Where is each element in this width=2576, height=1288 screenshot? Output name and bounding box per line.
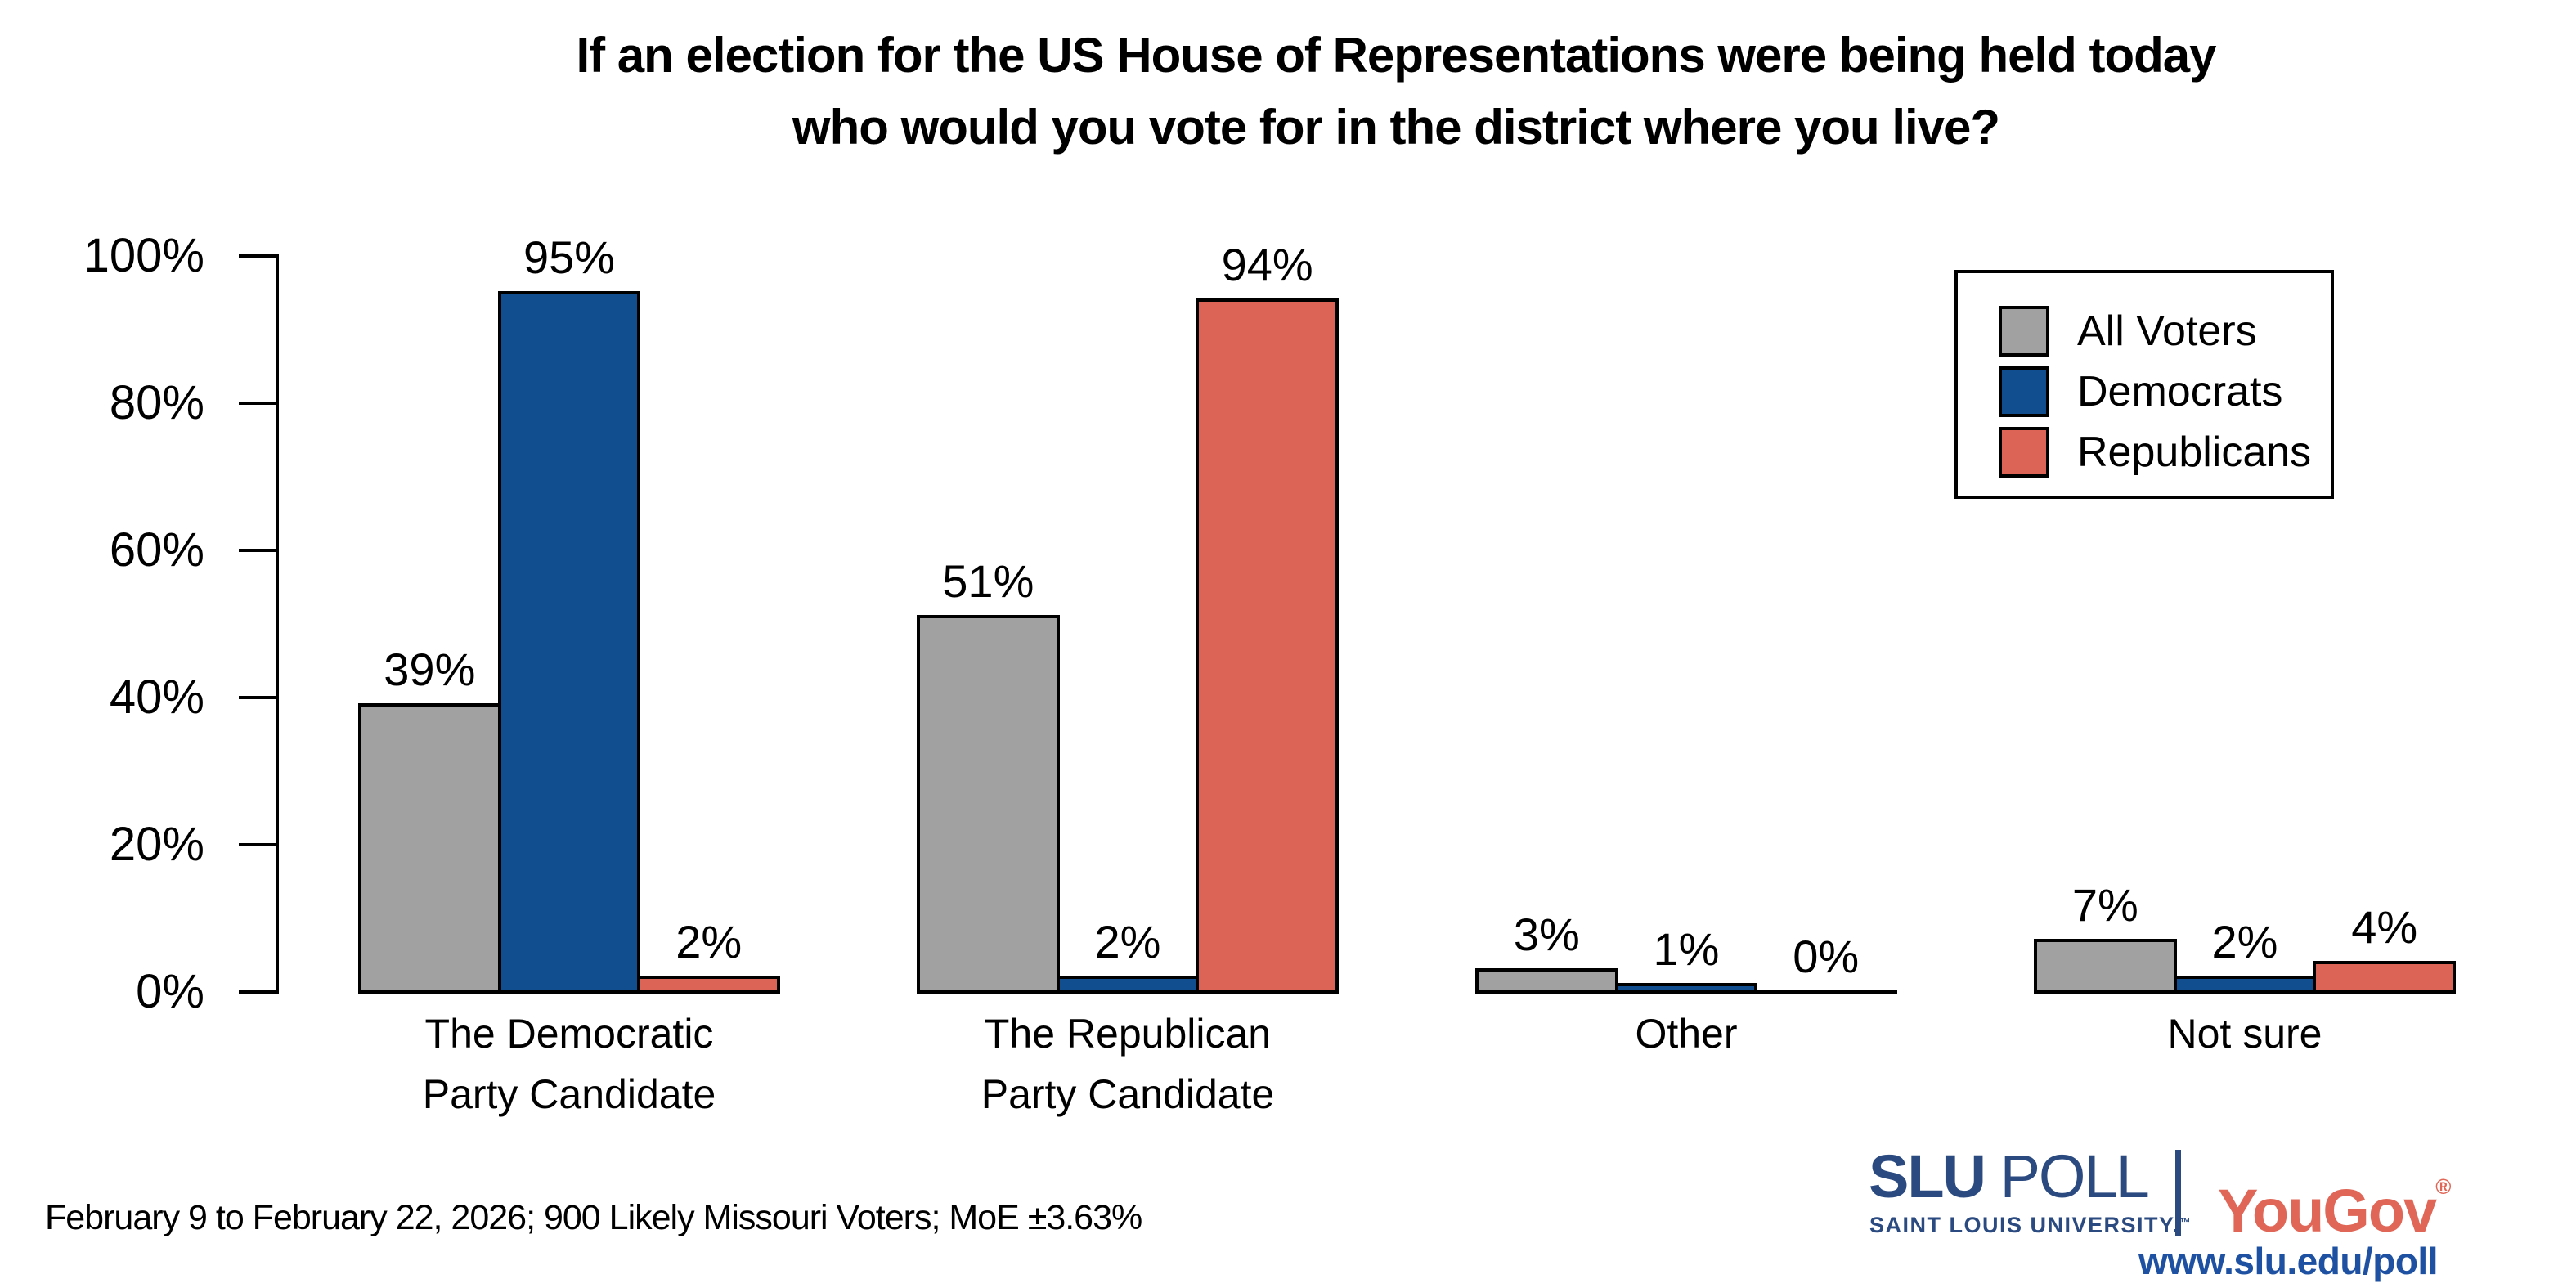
y-tick-label: 60% xyxy=(109,523,204,577)
slu-poll-url: www.slu.edu/poll xyxy=(2138,1240,2438,1282)
value-label: 3% xyxy=(1513,909,1580,960)
value-label: 2% xyxy=(2211,916,2278,967)
bar-republicans-0 xyxy=(637,976,780,994)
saint-louis-university-text: SAINT LOUIS UNIVERSITY. xyxy=(1869,1213,2180,1237)
legend-swatch-democrats xyxy=(1999,366,2049,417)
bar-all-voters-0 xyxy=(358,703,501,994)
y-tick-label: 80% xyxy=(109,376,204,429)
yougov-text: YouGov xyxy=(2218,1177,2437,1245)
bar-all-voters-2 xyxy=(1475,968,1618,994)
value-label: 2% xyxy=(675,916,743,967)
y-tick xyxy=(239,990,276,994)
bar-all-voters-3 xyxy=(2034,939,2177,994)
saint-louis-university-label: SAINT LOUIS UNIVERSITY.™ xyxy=(1869,1210,2191,1237)
bar-democrats-3 xyxy=(2173,976,2317,994)
value-label: 95% xyxy=(523,231,616,283)
legend: All Voters Democrats Republicans xyxy=(1954,270,2334,499)
chart-title: If an election for the US House of Repre… xyxy=(333,20,2459,164)
y-tick-label: 20% xyxy=(109,818,204,871)
y-tick-label: 40% xyxy=(109,671,204,724)
category-label: The Republican Party Candidate xyxy=(981,1011,1275,1117)
value-label: 7% xyxy=(2071,879,2138,931)
y-tick xyxy=(239,254,276,258)
y-tick xyxy=(239,696,276,699)
legend-label-republicans: Republicans xyxy=(2077,429,2312,476)
y-tick xyxy=(239,549,276,552)
chart-title-line1: If an election for the US House of Repre… xyxy=(576,28,2216,83)
y-tick-label: 0% xyxy=(136,965,204,1018)
slu-poll-logo: SLU POLL xyxy=(1869,1147,2150,1207)
poll-logo-text: POLL xyxy=(1999,1142,2150,1210)
bar-republicans-1 xyxy=(1196,298,1339,994)
category-label: Other xyxy=(1635,1011,1738,1057)
bar-democrats-1 xyxy=(1056,976,1200,994)
yougov-logo: YouGov® xyxy=(2218,1156,2451,1241)
legend-swatch-republicans xyxy=(1999,427,2049,478)
value-label: 39% xyxy=(384,644,476,695)
value-label: 2% xyxy=(1094,916,1161,967)
footer-note: February 9 to February 22, 2026; 900 Lik… xyxy=(45,1198,1142,1237)
legend-swatch-all-voters xyxy=(1999,306,2049,357)
y-tick xyxy=(239,402,276,405)
logo-separator xyxy=(2175,1150,2181,1236)
value-label: 0% xyxy=(1793,931,1860,982)
y-axis-spine xyxy=(276,254,279,994)
registered-mark-icon: ® xyxy=(2435,1174,2452,1199)
legend-label-all-voters: All Voters xyxy=(2077,307,2257,355)
y-tick xyxy=(239,843,276,846)
bar-republicans-3 xyxy=(2313,961,2456,994)
category-label: The Democratic Party Candidate xyxy=(422,1011,716,1117)
bar-all-voters-1 xyxy=(917,615,1060,994)
y-tick-label: 100% xyxy=(83,229,204,282)
value-label: 94% xyxy=(1221,239,1313,290)
category-label: Not sure xyxy=(2167,1011,2322,1057)
bar-democrats-0 xyxy=(497,291,641,994)
trademark-icon: ™ xyxy=(2179,1216,2191,1228)
chart-title-line2: who would you vote for in the district w… xyxy=(792,100,2000,155)
value-label: 51% xyxy=(942,555,1034,607)
bar-democrats-2 xyxy=(1614,983,1758,994)
value-label: 1% xyxy=(1653,923,1720,975)
value-label: 4% xyxy=(2351,901,2418,953)
legend-label-democrats: Democrats xyxy=(2077,368,2283,415)
slu-logo-text: SLU xyxy=(1869,1142,1986,1210)
